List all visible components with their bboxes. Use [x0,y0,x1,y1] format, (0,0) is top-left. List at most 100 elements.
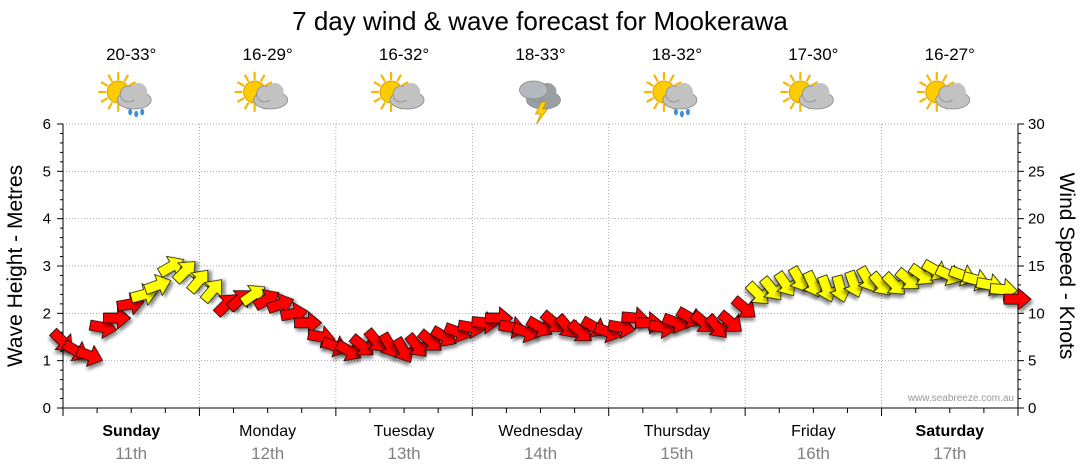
right-tick-label: 20 [1028,211,1045,228]
left-tick-label: 6 [43,116,51,133]
wind-arrow [74,344,104,367]
rain-drop [679,110,684,118]
sun-cloud-icon [234,71,289,113]
wind-arrow-shape [186,269,209,295]
sun-ray [373,97,381,103]
day-name-label: Sunday [102,423,160,440]
sun-ray [919,81,927,87]
wind-arrow-shape [74,344,104,367]
wind-arrow [1003,287,1032,311]
sun-ray [926,102,932,110]
grid [63,123,1018,408]
cloud-puff [947,83,966,101]
day-date-label: 17th [933,444,966,463]
sun-ray [653,74,659,82]
day-temperature: 16-27° [925,45,975,64]
left-tick-label: 0 [43,400,51,417]
sun-ray [674,81,682,87]
storm-icon [519,80,561,125]
cloud-puff [674,83,693,101]
rain-drop [140,108,145,116]
sun-ray [946,81,955,87]
weather-row: 20-33° 16-29° 16-32° 18-33° 18-32° 17-30° 16-2… [98,45,975,125]
sun-ray [123,74,129,82]
right-axis: 0 5 10 15 20 25 30 [1018,116,1045,417]
sun-ray [646,81,654,87]
sun-ray [789,102,795,110]
sun-ray [380,102,386,110]
right-axis-title: Wind Speed - Knots [1055,173,1078,360]
sun-ray [401,81,409,87]
wind-arrows [48,255,1032,367]
left-tick-label: 2 [43,305,51,322]
wind-arrow-shape [1003,287,1032,311]
day-date-label: 13th [388,444,421,463]
sun-ray [396,74,402,82]
cloud-back [519,80,548,100]
day-date-label: 12th [251,444,284,463]
x-axis: Sunday 11th Monday 12th Tuesday 13th Wednesday… [62,408,1019,463]
sun-ray [100,81,109,87]
sun-ray [373,81,381,87]
lightning-bolt [534,101,549,125]
rain-drop [134,110,139,118]
sun-ray [942,74,948,82]
day-date-label: 16th [797,444,830,463]
sun-ray [100,97,109,103]
cloud-puff [402,83,421,101]
wind-arrow-shape [730,295,756,318]
sun-ray [919,97,927,103]
day-date-label: 11th [115,444,147,463]
wind-arrow [143,273,172,297]
left-tick-label: 1 [43,353,51,370]
wind-arrow [186,269,209,295]
day-name-label: Wednesday [498,423,582,440]
day-name-label: Thursday [644,423,711,440]
sun-ray [669,74,675,82]
right-tick-label: 15 [1028,258,1045,275]
right-tick-label: 5 [1028,353,1036,370]
wind-arrow-shape [171,261,196,285]
sun-ray [789,74,795,82]
sun-ray [805,74,811,82]
cloud-puff [129,83,148,101]
sun-ray [244,102,250,110]
wind-arrow-shape [716,309,742,332]
wind-arrow [716,309,742,332]
sun-ray [244,74,250,82]
left-axis: 0 1 2 3 4 5 6 [43,116,63,417]
sun-cloud-icon [916,71,971,113]
sun-ray [782,81,791,87]
rain-drop [685,108,690,116]
day-temperature: 16-32° [379,45,429,64]
sun-ray [782,97,791,103]
sun-cloud-rain-icon [643,71,698,118]
day-name-label: Monday [239,423,296,440]
day-temperature: 18-32° [652,45,702,64]
sun-ray [653,102,659,110]
sun-ray [237,97,245,103]
rain-drop [128,108,133,116]
left-tick-label: 4 [43,211,51,228]
right-tick-label: 10 [1028,305,1045,322]
day-temperature: 20-33° [106,45,156,64]
left-tick-label: 3 [43,258,51,275]
sun-ray [646,97,654,103]
sun-ray [128,81,136,87]
sun-cloud-rain-icon [98,71,152,118]
right-tick-label: 30 [1028,116,1045,133]
sun-ray [107,74,113,82]
cloud-puff [265,83,284,101]
sun-ray [237,81,245,87]
left-tick-label: 5 [43,163,51,180]
day-temperature: 18-33° [515,45,565,64]
wind-arrow [730,295,756,318]
day-name-label: Saturday [916,423,985,440]
chart-title: 7 day wind & wave forecast for Mookerawa [292,6,788,36]
watermark: www.seabreeze.com.au [907,393,1014,404]
left-axis-title: Wave Height - Metres [4,165,27,367]
sun-cloud-icon [780,71,834,113]
cloud-puff [811,83,830,101]
day-name-label: Friday [791,423,835,440]
